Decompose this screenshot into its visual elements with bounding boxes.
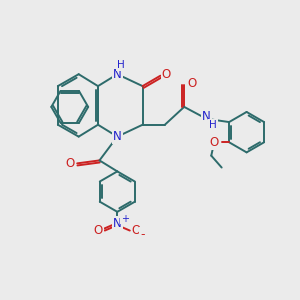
Text: N: N — [113, 217, 122, 230]
Text: -: - — [140, 228, 145, 241]
Text: +: + — [121, 214, 129, 224]
Text: O: O — [210, 136, 219, 149]
Text: O: O — [162, 68, 171, 81]
Text: O: O — [94, 224, 103, 237]
Text: N: N — [113, 130, 122, 143]
Text: N: N — [113, 68, 122, 81]
Text: H: H — [117, 60, 125, 70]
Text: H: H — [209, 120, 217, 130]
Text: O: O — [187, 76, 196, 90]
Text: O: O — [132, 224, 141, 237]
Text: O: O — [65, 157, 74, 170]
Text: N: N — [202, 110, 211, 123]
